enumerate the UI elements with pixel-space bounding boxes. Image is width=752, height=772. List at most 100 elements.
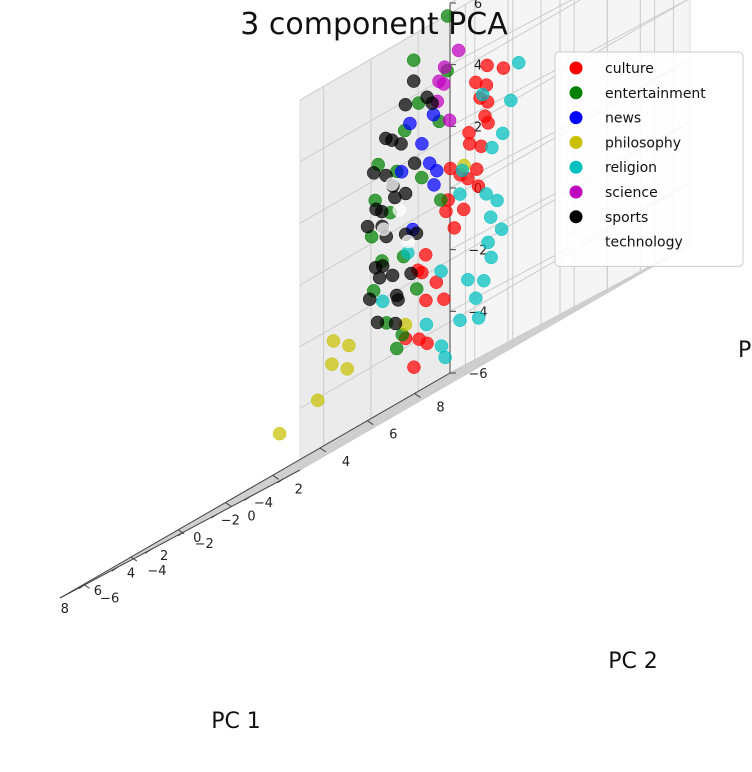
grid-line-y xyxy=(414,265,655,394)
data-point-philosophy xyxy=(325,357,339,371)
y-tick-label: −6 xyxy=(100,591,119,606)
y-tick-mark xyxy=(272,474,280,480)
y-axis-line xyxy=(59,372,451,599)
data-point-sports xyxy=(372,271,387,285)
data-point-philosophy xyxy=(340,362,354,376)
legend-marker xyxy=(569,185,583,199)
legend-marker xyxy=(569,210,583,224)
legend-marker xyxy=(569,61,583,75)
data-point-religion xyxy=(483,210,498,224)
data-point-culture xyxy=(407,360,421,374)
data-point-religion xyxy=(471,311,486,325)
data-point-news xyxy=(394,165,409,179)
data-point-religion xyxy=(477,273,491,288)
y-tick-mark xyxy=(130,556,138,562)
data-points xyxy=(272,9,526,441)
x-tick-label: 8 xyxy=(61,602,69,617)
data-point-sports xyxy=(406,74,421,88)
legend-label: news xyxy=(605,111,641,127)
grid-line-z xyxy=(299,244,691,471)
data-point-sports xyxy=(362,292,377,306)
grid-line-z xyxy=(449,0,573,66)
data-point-religion xyxy=(479,187,493,201)
grid-line-z xyxy=(299,0,582,163)
data-point-culture xyxy=(420,336,434,351)
x-tick-mark xyxy=(111,566,119,572)
data-point-philosophy xyxy=(310,393,325,408)
data-point-sports xyxy=(388,190,402,205)
data-point-sports xyxy=(425,96,439,110)
data-point-philosophy xyxy=(272,426,287,441)
data-point-religion xyxy=(495,126,510,141)
y-tick-label: 0 xyxy=(247,510,255,525)
legend-marker xyxy=(569,86,583,100)
x-tick-label: −2 xyxy=(221,513,240,528)
y-tick-mark xyxy=(366,420,374,426)
legend-label: science xyxy=(605,185,658,201)
data-point-entertainment xyxy=(434,193,448,207)
data-point-technology xyxy=(376,222,391,237)
z-tick-label: 2 xyxy=(474,120,482,135)
x-tick-mark xyxy=(144,549,152,554)
data-point-technology xyxy=(385,177,399,191)
y-tick-label: −4 xyxy=(147,564,166,579)
data-point-science xyxy=(437,60,452,74)
data-point-religion xyxy=(469,291,483,305)
data-point-news xyxy=(427,178,441,192)
chart-title: 3 component PCA xyxy=(240,7,508,42)
data-point-sports xyxy=(407,156,422,170)
data-point-culture xyxy=(419,293,433,308)
data-point-technology xyxy=(392,203,407,217)
x-tick-mark xyxy=(277,478,284,484)
data-point-sports xyxy=(370,315,385,330)
x-tick-mark xyxy=(177,531,185,537)
data-point-religion xyxy=(485,140,499,155)
data-point-culture xyxy=(462,126,476,140)
data-point-news xyxy=(403,116,417,131)
y-tick-label: 4 xyxy=(342,455,350,470)
x-tick-label: 4 xyxy=(127,566,135,581)
data-point-sports xyxy=(360,219,375,234)
z-tick-label: 6 xyxy=(474,0,482,12)
data-point-sports xyxy=(391,293,405,307)
data-point-entertainment xyxy=(414,170,429,185)
y-tick-mark xyxy=(83,583,90,589)
x-axis-label: PC 1 xyxy=(211,709,261,734)
data-point-news xyxy=(426,107,441,122)
legend-label: culture xyxy=(605,61,654,77)
data-point-science xyxy=(451,43,466,58)
grid-line-z xyxy=(299,0,689,224)
data-point-philosophy xyxy=(326,334,341,348)
data-point-culture xyxy=(418,248,433,262)
z-tick-label: 4 xyxy=(474,59,482,74)
y-axis-label: PC 2 xyxy=(608,649,658,674)
grid-line-y xyxy=(177,401,419,531)
data-point-religion xyxy=(490,193,504,208)
grid-line-y xyxy=(83,455,324,585)
data-point-sports xyxy=(366,166,381,180)
legend-frame xyxy=(554,51,744,267)
legend-label: sports xyxy=(605,210,648,226)
legend-label: philosophy xyxy=(605,135,681,151)
data-point-sports xyxy=(375,259,390,273)
data-point-religion xyxy=(453,313,467,328)
y-tick-mark xyxy=(319,447,327,453)
data-point-sports xyxy=(409,226,424,241)
y-tick-label: 8 xyxy=(436,400,444,415)
y-tick-label: −2 xyxy=(195,537,214,552)
y-tick-label: 2 xyxy=(295,482,303,497)
data-point-science xyxy=(442,113,457,128)
data-point-religion xyxy=(481,235,495,250)
data-point-religion xyxy=(512,55,526,70)
z-tick-label: −6 xyxy=(468,367,487,382)
legend-label: entertainment xyxy=(605,86,706,102)
data-point-religion xyxy=(475,87,490,102)
x-tick-mark xyxy=(210,513,218,519)
y-tick-mark xyxy=(225,502,232,507)
data-point-entertainment xyxy=(406,53,421,67)
data-point-culture xyxy=(481,116,495,130)
x-tick-mark xyxy=(78,584,86,590)
data-point-culture xyxy=(447,221,462,235)
x-tick-mark xyxy=(244,496,251,501)
